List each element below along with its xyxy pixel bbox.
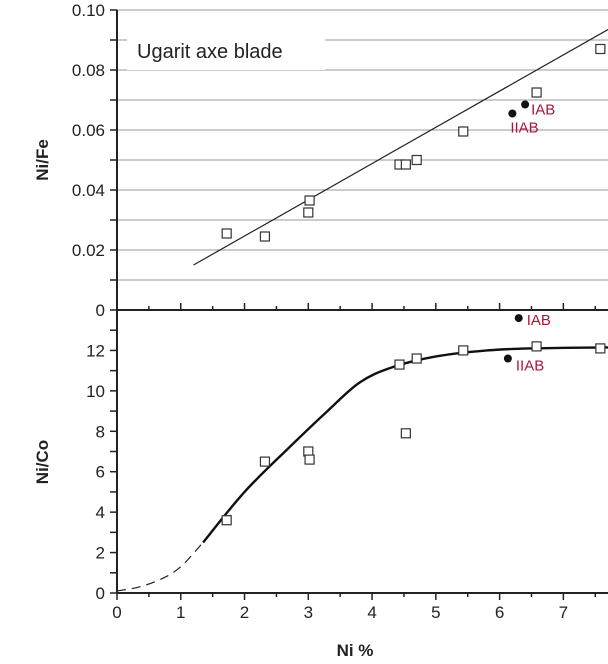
y-axis-label-bottom: Ni/Co: [33, 440, 52, 484]
data-point-square: [221, 515, 232, 526]
x-tick-label: 4: [367, 603, 376, 622]
data-point-square: [595, 343, 606, 354]
y-tick-label: 0.04: [72, 181, 105, 200]
y-tick-label: 0: [96, 301, 105, 320]
data-point-circle: [508, 109, 517, 118]
regression-line: [193, 28, 608, 266]
annotation-iab: IAB: [527, 312, 551, 329]
y-tick-label: 0.10: [72, 1, 105, 20]
x-tick-label: 2: [240, 603, 249, 622]
data-point-square: [259, 231, 271, 242]
data-point-square: [221, 228, 232, 239]
y-tick-label: 0: [96, 584, 105, 603]
x-tick-label: 5: [431, 603, 440, 622]
y-tick-label: 0.02: [72, 241, 105, 260]
y-tick-label: 2: [96, 544, 105, 563]
trend-curve-dashed: [116, 542, 204, 592]
data-point-square: [458, 345, 469, 356]
data-point-square: [531, 87, 542, 98]
y-tick-label: 10: [86, 382, 105, 401]
data-point-square: [304, 195, 315, 206]
chart-title: Ugarit axe blade: [137, 41, 283, 63]
data-point-square: [531, 341, 542, 352]
data-point-square: [400, 428, 411, 439]
data-point-square: [394, 359, 405, 370]
data-point-circle: [514, 314, 523, 323]
annotation-iab: IAB: [531, 102, 555, 119]
title-box: [127, 30, 325, 70]
x-tick-label: 0: [112, 603, 121, 622]
data-point-circle: [521, 100, 530, 109]
y-tick-label: 0.08: [72, 61, 105, 80]
x-tick-label: 6: [495, 603, 504, 622]
data-point-square: [303, 207, 314, 218]
data-point-square: [304, 454, 315, 465]
x-tick-label: 7: [559, 603, 568, 622]
y-tick-label: 6: [96, 463, 105, 482]
data-point-square: [411, 353, 422, 364]
x-tick-label: 3: [304, 603, 313, 622]
data-point-circle: [503, 354, 512, 363]
y-tick-label: 4: [96, 503, 105, 522]
y-tick-label: 12: [86, 341, 105, 360]
trend-curve: [202, 346, 608, 544]
x-tick-label: 1: [176, 603, 185, 622]
data-point-square: [400, 159, 411, 170]
data-point-square: [595, 43, 606, 55]
data-point-square: [458, 126, 469, 137]
annotation-iiab: IIAB: [516, 358, 544, 375]
annotation-iiab: IIAB: [510, 120, 538, 137]
x-axis-label: Ni %: [337, 641, 374, 660]
y-tick-label: 8: [96, 422, 105, 441]
y-axis-label-top: Ni/Fe: [33, 139, 52, 181]
data-point-square: [411, 154, 422, 166]
data-point-square: [259, 456, 271, 467]
y-tick-label: 0.06: [72, 121, 105, 140]
